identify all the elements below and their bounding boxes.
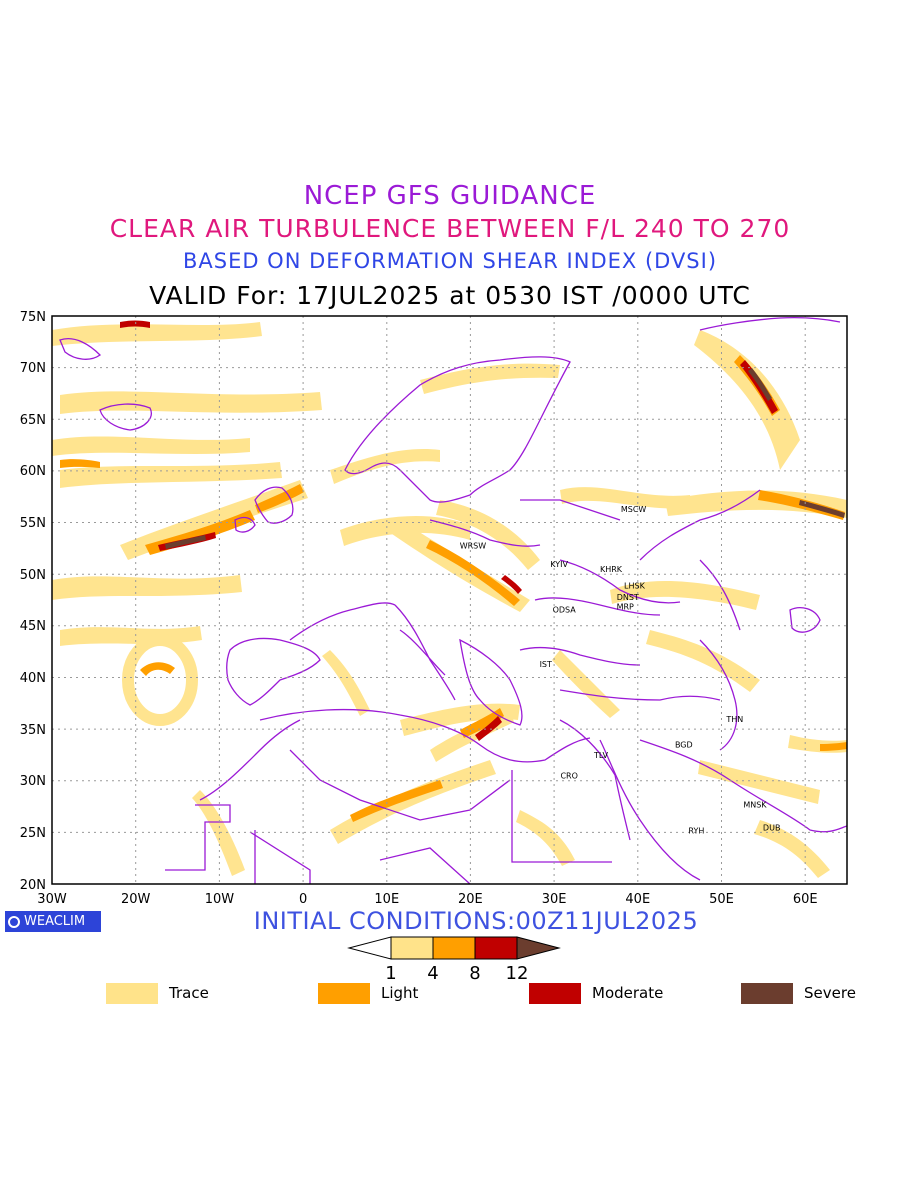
station-label: KYIV [550,560,568,569]
lon-label: 30W [37,892,67,907]
legend-swatch [529,982,581,1004]
station-label: BGD [675,741,693,750]
colorbar-low-arrow [347,936,392,960]
colorbar-tick: 12 [506,963,529,984]
station-label: CRO [560,772,577,781]
valid-time: VALID For: 17JUL2025 at 0530 IST /0000 U… [149,281,751,310]
legend-label: Severe [804,984,856,1002]
station-label: TLV [593,751,608,760]
initial-conditions: INITIAL CONDITIONS:00Z11JUL2025 [253,907,699,935]
colorbar-tick: 1 [385,963,396,984]
logo-text: WEACLIM [24,914,86,929]
lat-label: 65N [20,413,46,428]
station-label: LHSK [624,582,646,591]
colorbar-tick: 4 [427,963,438,984]
lon-label: 0 [299,892,307,907]
turbulence-shading [52,320,847,878]
station-label: RYH [688,826,704,835]
lat-label: 55N [20,516,46,531]
lat-label: 70N [20,361,46,376]
legend-item-trace: Trace [106,982,209,1004]
lat-label: 75N [20,310,46,325]
weaclim-logo: WEACLIM [5,911,101,932]
lat-label: 40N [20,671,46,686]
colorbar-tick: 8 [469,963,480,984]
lat-label: 50N [20,568,46,583]
lon-label: 20E [458,892,483,907]
colorbar-segment-trace [390,936,434,960]
chart-method: BASED ON DEFORMATION SHEAR INDEX (DVSI) [182,249,718,273]
legend-item-light: Light [318,982,418,1004]
logo-circle-icon [8,915,20,928]
coastlines [59,316,847,884]
lon-label: 10W [205,892,235,907]
colorbar-segment-light [432,936,476,960]
station-label: ODSA [553,605,577,614]
legend-label: Light [381,984,419,1002]
legend-item-severe: Severe [741,982,856,1004]
chart-subtitle: CLEAR AIR TURBULENCE BETWEEN F/L 240 TO … [109,214,791,243]
station-label: DNST [617,593,639,602]
station-label: MNSK [743,801,767,810]
colorbar-high-arrow [516,936,561,960]
lat-label: 30N [20,774,46,789]
chart-title: NCEP GFS GUIDANCE [303,181,597,211]
lat-label: 60N [20,464,46,479]
station-label: MSCW [621,505,647,514]
station-label: WRSW [460,541,487,550]
lon-label: 40E [625,892,650,907]
legend-item-moderate: Moderate [529,982,663,1004]
lon-label: 30E [542,892,567,907]
lon-label: 50E [709,892,734,907]
legend-label: Moderate [592,984,664,1002]
lon-label: 60E [793,892,818,907]
legend-label: Trace [169,984,209,1002]
station-label: KHRK [600,565,623,574]
plot-frame [51,315,848,885]
legend-swatch [741,982,793,1004]
lat-label: 35N [20,723,46,738]
lat-label: 20N [20,878,46,893]
lat-label: 45N [20,619,46,634]
lat-axis: 75N 70N 65N 60N 55N 50N 45N 40N 35N 30N … [20,310,46,893]
colorbar: 1 4 8 12 [347,936,561,984]
legend-swatch [318,982,370,1004]
station-label: IST [540,660,552,669]
colorbar-segment-moderate [474,936,518,960]
legend-swatch [106,982,158,1004]
lon-label: 10E [374,892,399,907]
lon-axis: 30W 20W 10W 0 10E 20E 30E 40E 50E 60E [37,892,817,907]
lon-label: 20W [121,892,151,907]
lat-label: 25N [20,826,46,841]
station-label: THN [725,715,743,724]
gridlines [52,316,847,884]
station-label: MRP [617,602,634,611]
station-label: DUB [763,823,781,832]
